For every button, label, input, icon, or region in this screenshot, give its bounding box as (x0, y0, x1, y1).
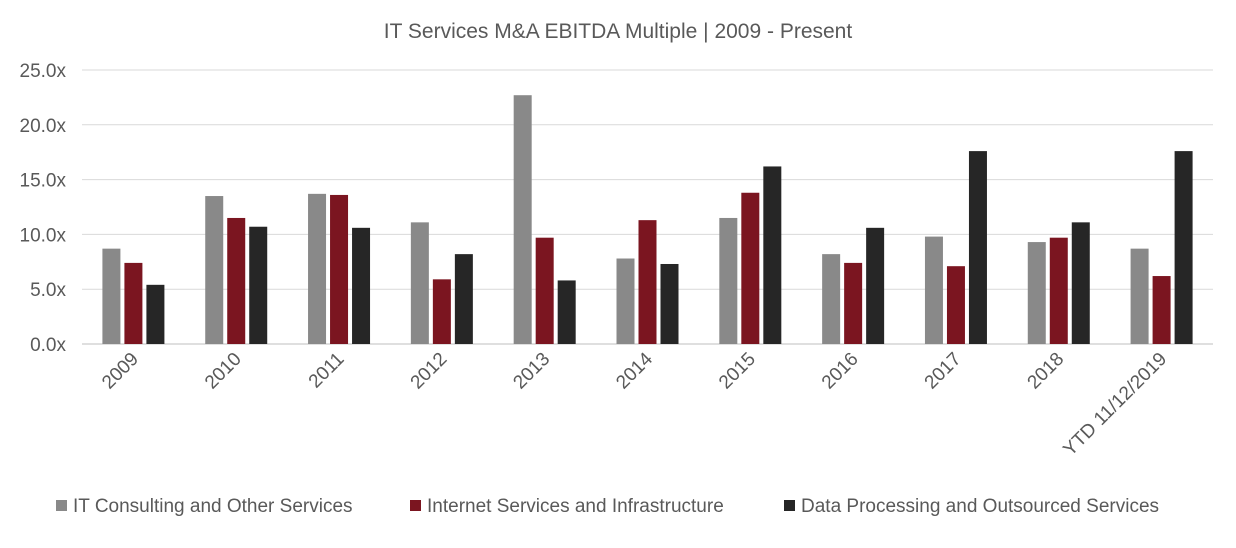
legend-label: Data Processing and Outsourced Services (801, 496, 1159, 517)
bar-2013-series-1 (513, 95, 532, 344)
legend-swatch (56, 500, 67, 511)
legend: IT Consulting and Other Services Internet… (56, 496, 1159, 517)
x-tick-label: 2017 (921, 349, 966, 394)
x-tick-label: 2010 (201, 349, 246, 394)
y-tick-label: 5.0x (30, 280, 66, 301)
bar-ytd-11-12-2019-series-2 (1152, 276, 1171, 344)
bar-2017-series-3 (968, 151, 987, 344)
bar-2017-series-2 (946, 266, 965, 344)
bar-2009-series-3 (146, 284, 165, 344)
bar-2018-series-1 (1027, 242, 1046, 344)
bar-2017-series-1 (924, 236, 943, 344)
bar-2018-series-3 (1071, 222, 1090, 344)
chart-title: IT Services M&A EBITDA Multiple | 2009 -… (384, 20, 853, 43)
bar-2014-series-1 (616, 258, 635, 344)
bar-ytd-11-12-2019-series-3 (1174, 151, 1193, 344)
bar-2015-series-3 (763, 166, 782, 344)
y-axis-ticks: 0.0x 5.0x 10.0x 15.0x 20.0x 25.0x (20, 61, 67, 356)
legend-swatch (784, 500, 795, 511)
bar-2015-series-2 (741, 192, 760, 344)
bar-2011-series-2 (330, 194, 349, 344)
y-tick-label: 15.0x (20, 171, 67, 192)
bar-2015-series-1 (719, 217, 738, 344)
x-tick-label: 2014 (612, 348, 657, 393)
bar-2012-series-2 (432, 279, 451, 344)
x-tick-label: 2011 (305, 349, 349, 393)
bar-2016-series-3 (866, 227, 885, 344)
x-tick-label: 2015 (715, 349, 760, 394)
y-tick-label: 25.0x (20, 61, 67, 82)
bar-2016-series-1 (822, 254, 841, 344)
bar-2009-series-1 (102, 248, 121, 344)
bar-2012-series-1 (410, 222, 429, 344)
x-tick-label: 2016 (818, 349, 863, 394)
legend-swatch (410, 500, 421, 511)
bar-2009-series-2 (124, 262, 143, 344)
bar-2018-series-2 (1049, 237, 1068, 344)
x-tick-label: 2013 (509, 349, 554, 394)
x-tick-label: YTD 11/12/2019 (1059, 349, 1171, 461)
bar-2011-series-3 (352, 227, 371, 344)
y-tick-label: 20.0x (20, 116, 67, 137)
bar-2010-series-3 (249, 226, 268, 344)
bar-2014-series-3 (660, 263, 679, 344)
bar-2010-series-2 (227, 217, 246, 344)
bar-2012-series-3 (454, 254, 473, 344)
legend-label: Internet Services and Infrastructure (427, 496, 724, 517)
y-tick-label: 0.0x (30, 335, 66, 356)
bar-2011-series-1 (308, 193, 327, 344)
x-tick-label: 2018 (1024, 349, 1069, 394)
x-tick-label: 2009 (98, 349, 143, 394)
x-axis-ticks: 2009 2010 2011 2012 2013 2014 2015 2016 2017 2018… (98, 348, 1171, 460)
bar-2014-series-2 (638, 220, 657, 344)
bar-ytd-11-12-2019-series-1 (1130, 248, 1149, 344)
bar-2016-series-2 (844, 262, 863, 344)
x-tick-label: 2012 (407, 349, 452, 394)
bars (102, 95, 1193, 344)
y-tick-label: 10.0x (20, 225, 67, 246)
bar-2013-series-2 (535, 237, 554, 344)
bar-2013-series-3 (557, 280, 576, 344)
legend-label: IT Consulting and Other Services (73, 496, 353, 517)
bar-2010-series-1 (205, 196, 224, 344)
